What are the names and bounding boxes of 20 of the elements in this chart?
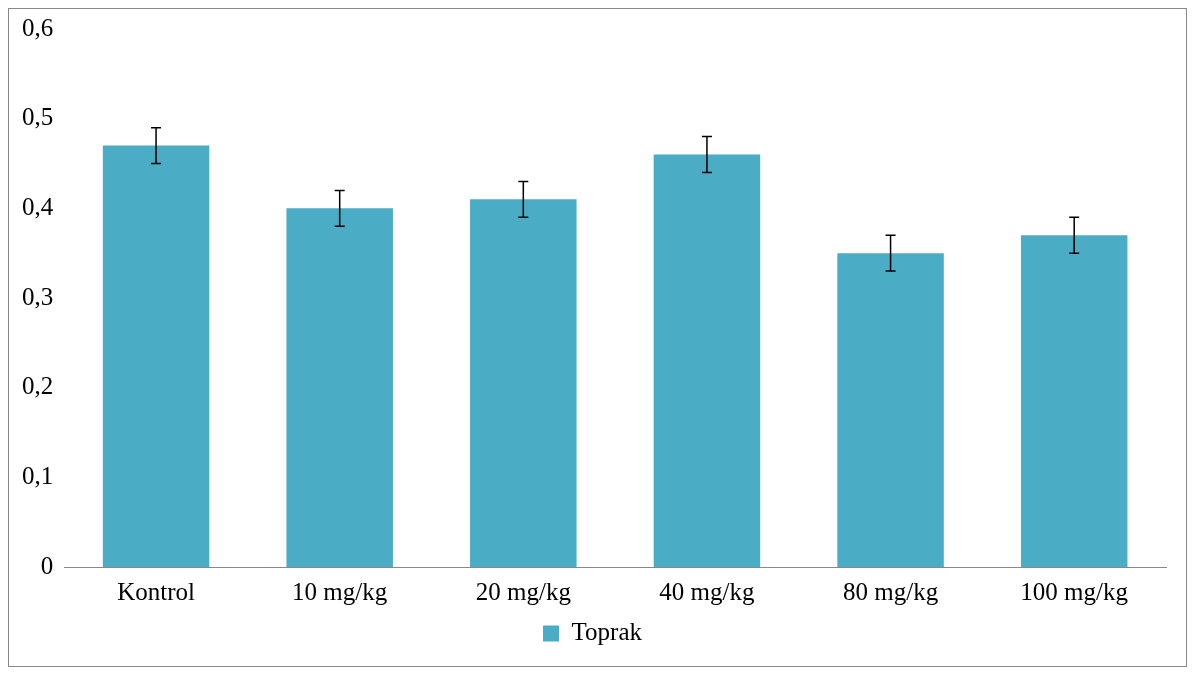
bar xyxy=(653,154,761,567)
bar xyxy=(102,145,210,567)
x-tick-label: 100 mg/kg xyxy=(1020,577,1129,605)
x-tick-label: 80 mg/kg xyxy=(842,577,939,605)
bar xyxy=(470,199,577,567)
x-tick-label: 40 mg/kg xyxy=(659,577,755,605)
x-tick-label: 10 mg/kg xyxy=(292,577,388,605)
y-tick-label: 0,5 xyxy=(22,103,54,131)
y-tick-label: 0,3 xyxy=(22,282,54,310)
y-tick-label: 0 xyxy=(40,551,54,579)
bar xyxy=(1020,235,1128,567)
bar xyxy=(286,208,393,567)
x-tick-label: Kontrol xyxy=(117,577,195,605)
bar xyxy=(837,253,944,567)
legend-label: Toprak xyxy=(571,618,643,646)
y-tick-label: 0,4 xyxy=(22,192,54,220)
y-tick-label: 0,1 xyxy=(22,461,54,489)
x-tick-label: 20 mg/kg xyxy=(475,577,572,605)
y-tick-label: 0,6 xyxy=(22,13,54,41)
y-tick-label: 0,2 xyxy=(22,372,54,400)
